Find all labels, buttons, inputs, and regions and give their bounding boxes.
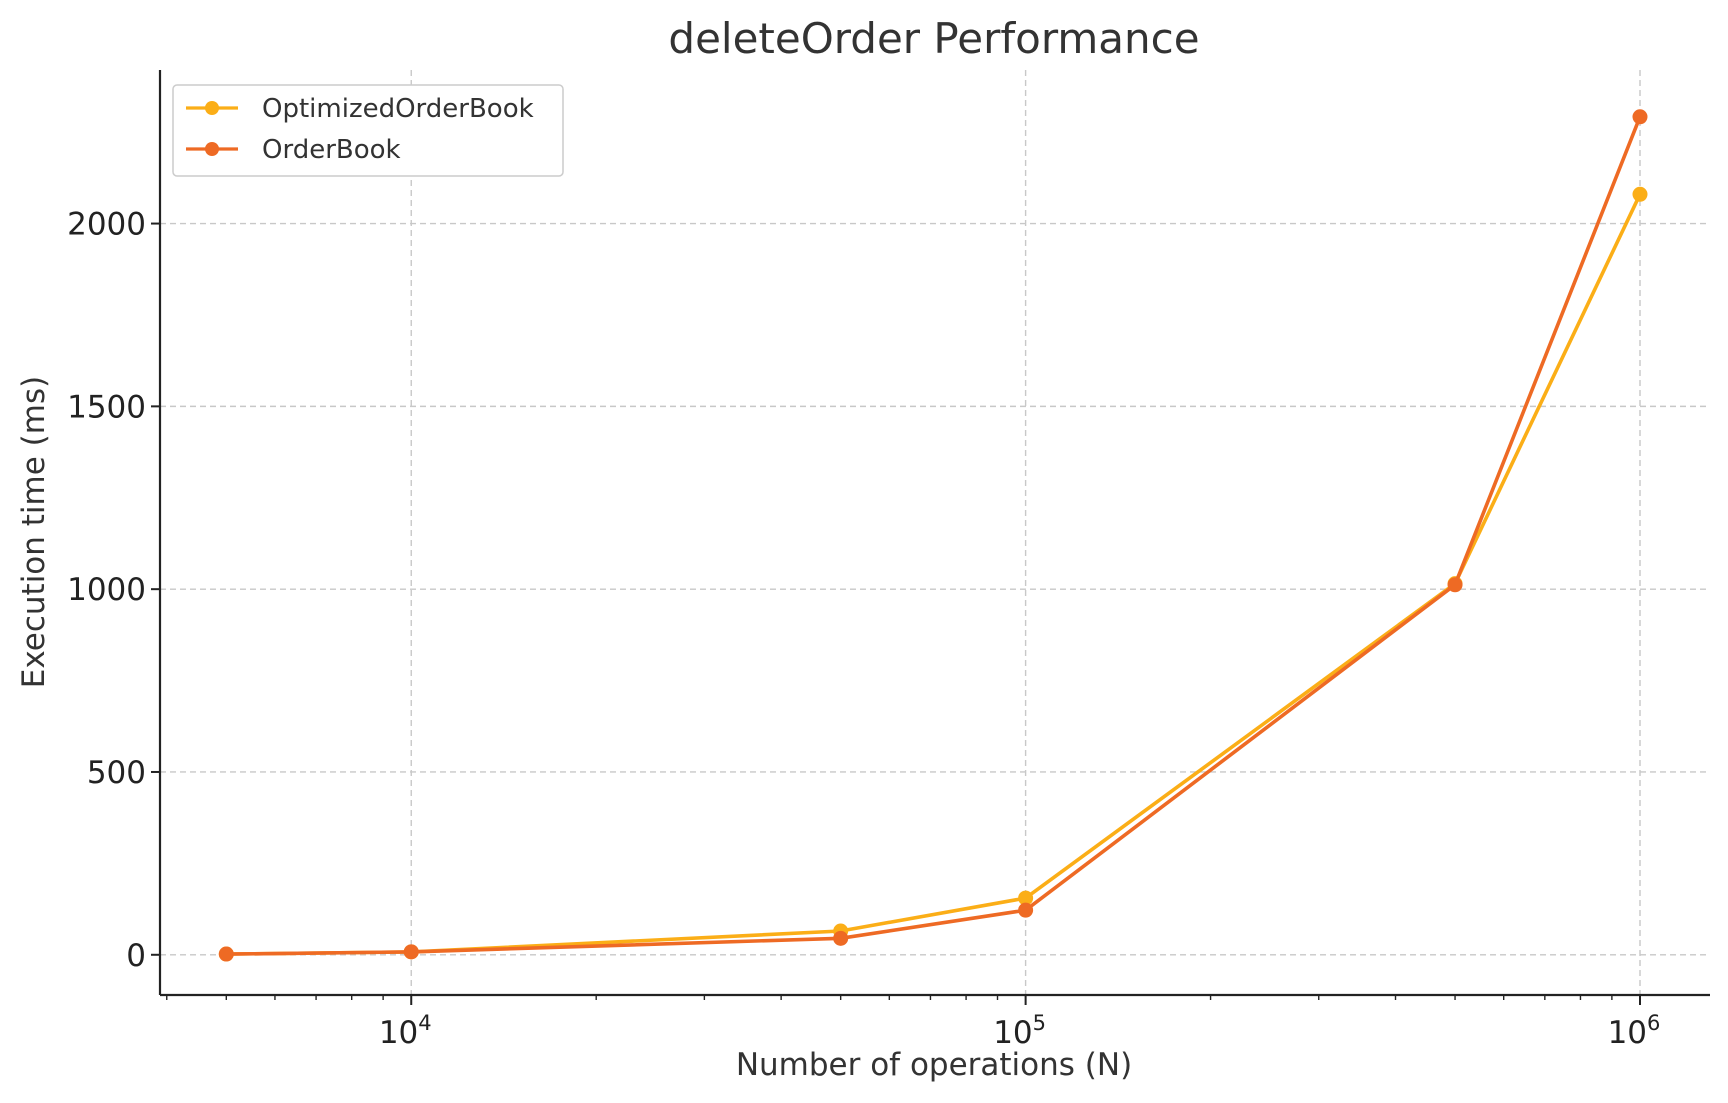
grid-lines <box>160 70 1710 995</box>
y-ticks: 0 500 1000 1500 2000 <box>67 207 160 974</box>
legend-label-orderbook: OrderBook <box>262 135 401 165</box>
data-point <box>1018 890 1034 906</box>
data-point <box>1018 902 1034 918</box>
legend-marker-optimized <box>205 101 219 115</box>
y-tick-label: 0 <box>126 938 146 974</box>
y-tick-label: 1500 <box>67 389 146 425</box>
y-tick-label: 1000 <box>67 572 146 608</box>
x-ticks: 104 105 106 <box>166 995 1661 1051</box>
legend: OptimizedOrderBook OrderBook <box>172 84 564 177</box>
x-tick-label: 104 <box>379 1011 432 1051</box>
data-point <box>1632 109 1648 125</box>
data-point <box>1447 577 1463 593</box>
legend-box <box>172 84 564 177</box>
chart-title: deleteOrder Performance <box>668 14 1199 63</box>
data-point <box>403 944 419 960</box>
x-tick-label: 106 <box>1608 1011 1661 1051</box>
series-layer <box>218 109 1648 962</box>
y-axis-label: Execution time (ms) <box>16 376 52 688</box>
series-line-0 <box>226 193 1642 956</box>
y-tick-label: 500 <box>87 755 146 791</box>
x-tick-label: 105 <box>993 1011 1046 1051</box>
data-point <box>218 946 234 962</box>
x-axis-label: Number of operations (N) <box>736 1047 1132 1083</box>
legend-marker-orderbook <box>205 142 219 156</box>
data-point <box>833 930 849 946</box>
series-line-1 <box>226 116 1642 956</box>
y-tick-label: 2000 <box>67 207 146 243</box>
data-point <box>1632 186 1648 202</box>
legend-label-optimized: OptimizedOrderBook <box>262 94 534 124</box>
